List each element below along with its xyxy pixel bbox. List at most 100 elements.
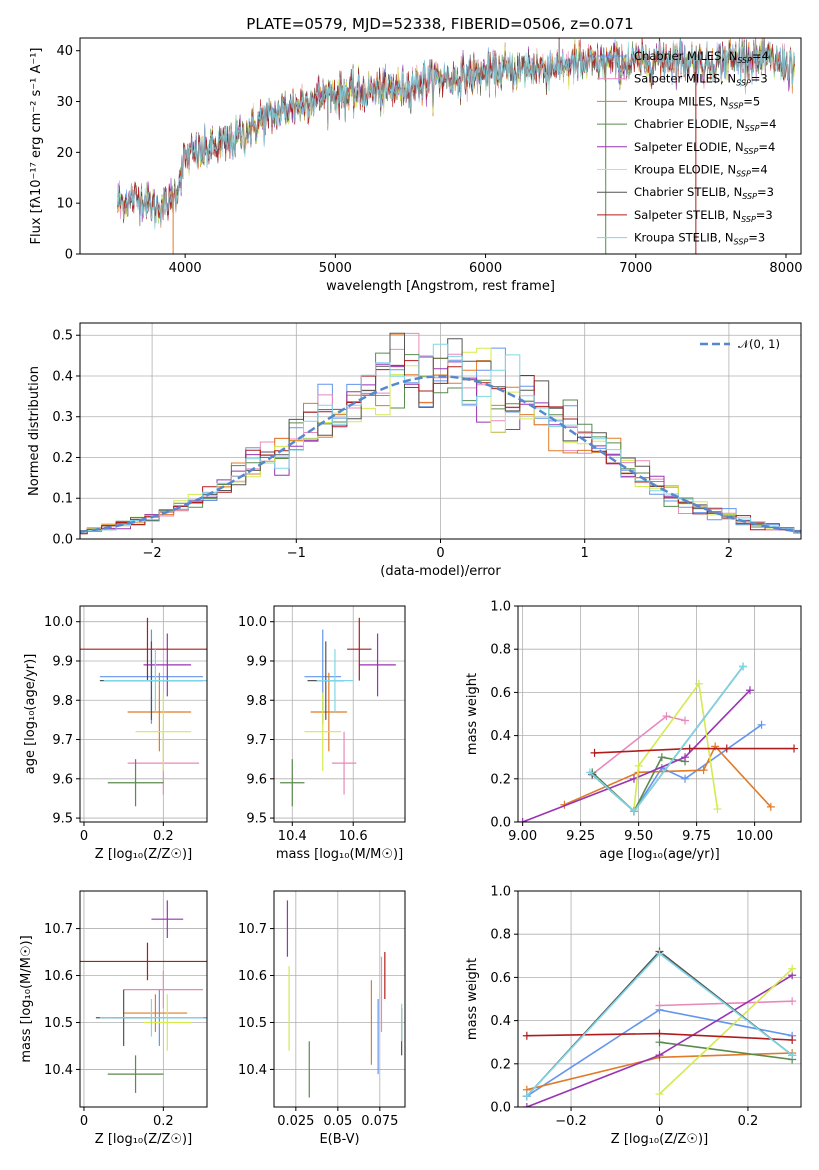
weight-marker — [685, 744, 694, 753]
y-tick-label: 10.0 — [238, 615, 267, 630]
weight-series — [658, 968, 793, 1095]
y-tick-label: 0.0 — [490, 1101, 511, 1116]
y-tick-label: 9.7 — [52, 733, 73, 748]
y-tick-label: 20 — [56, 146, 73, 161]
x-tick-label: 4000 — [169, 261, 202, 276]
x-tick-label: 0.075 — [361, 1114, 398, 1129]
weight-marker — [657, 753, 666, 762]
y-tick-label: 0 — [65, 248, 73, 263]
x-tick-label: −1 — [287, 546, 306, 561]
plot-area — [80, 332, 801, 535]
weight-marker — [655, 1090, 664, 1099]
x-axis-label: (data-model)/error — [380, 564, 501, 579]
x-tick-label: −0.2 — [555, 1114, 587, 1129]
axes-weight-vs-age: 9.00 9.25 9.50 9.75 10.00 0.0 0.2 0.4 0.6 0.8 1.0 a… — [465, 600, 802, 862]
x-axis-label: Z [log₁₀(Z/Z☉)] — [95, 847, 192, 862]
weight-marker — [522, 1092, 531, 1101]
weight-marker — [681, 716, 690, 725]
plot-area — [80, 900, 207, 1093]
y-tick-label: 40 — [56, 44, 73, 59]
legend-entry: Chabrier MILES, NSSP=4 — [634, 49, 769, 65]
weight-marker — [655, 949, 664, 958]
y-tick-label: 10.6 — [44, 969, 73, 984]
axes-age-vs-Z: 0 0.2 9.5 9.6 9.7 9.8 9.9 10.0 Z [log₁₀(Z/Z☉)] ag… — [23, 605, 208, 862]
weight-marker — [522, 1031, 531, 1040]
y-tick-label: 0.2 — [490, 1057, 511, 1072]
x-tick-label: 9.75 — [682, 829, 711, 844]
weight-series — [589, 666, 744, 813]
y-tick-label: 1.0 — [490, 600, 511, 615]
y-axis-label: Flux [fλ10⁻¹⁷ erg cm⁻² s⁻¹ A⁻¹] — [29, 48, 44, 245]
y-tick-label: 0.3 — [52, 410, 73, 425]
legend: Chabrier MILES, NSSP=4 Salpeter MILES, NS… — [597, 49, 776, 247]
legend-entry: Chabrier ELODIE, NSSP=4 — [634, 117, 776, 133]
weight-marker — [655, 1051, 664, 1060]
x-tick-label: 0.2 — [738, 1114, 759, 1129]
weight-marker — [788, 1051, 797, 1060]
legend-entry: Kroupa MILES, NSSP=5 — [634, 94, 760, 110]
weight-series — [591, 666, 744, 813]
weight-marker — [629, 807, 638, 816]
y-tick-label: 9.9 — [246, 654, 267, 669]
weight-series — [591, 724, 763, 813]
axes-frame — [273, 605, 406, 823]
y-tick-label: 10.4 — [238, 1063, 267, 1078]
y-tick-label: 10 — [56, 197, 73, 212]
plot-area — [286, 900, 403, 1098]
x-tick-label: 7000 — [619, 261, 652, 276]
weight-marker — [788, 997, 797, 1006]
x-axis-label: mass [log₁₀(M/M☉)] — [276, 847, 403, 862]
x-tick-label: 9.00 — [508, 829, 537, 844]
weight-marker — [788, 964, 797, 973]
legend-marker — [604, 52, 612, 60]
weight-marker — [790, 744, 799, 753]
x-axis-label: Z [log₁₀(Z/Z☉)] — [95, 1132, 192, 1147]
weight-marker — [655, 1038, 664, 1047]
weight-marker — [585, 768, 594, 777]
weight-marker — [694, 679, 703, 688]
y-tick-label: 9.5 — [246, 812, 267, 827]
y-tick-label: 9.8 — [246, 694, 267, 709]
plot-area — [280, 617, 396, 807]
y-axis-label: mass weight — [465, 673, 480, 755]
x-tick-label: 2 — [725, 546, 733, 561]
weight-series — [594, 747, 794, 754]
axes-frame — [517, 605, 802, 823]
x-tick-label: 0.025 — [277, 1114, 314, 1129]
y-tick-label: 9.6 — [246, 772, 267, 787]
axes-mass-vs-ebv: 0.025 0.05 0.075 10.4 10.5 10.6 10.7 E(B-V) — [238, 890, 406, 1147]
x-tick-label: 0.2 — [153, 829, 174, 844]
y-tick-label: 9.7 — [246, 733, 267, 748]
weight-marker — [745, 686, 754, 695]
axes-frame — [273, 890, 406, 1108]
y-tick-label: 9.8 — [52, 694, 73, 709]
axes-frame — [79, 605, 208, 823]
weight-marker — [739, 662, 748, 671]
y-axis-label: age [log₁₀(age/yr)] — [23, 654, 38, 775]
legend-entry: Kroupa STELIB, NSSP=3 — [634, 231, 765, 247]
weight-series — [633, 681, 719, 810]
x-tick-label: 8000 — [769, 261, 802, 276]
y-tick-label: 0.2 — [52, 451, 73, 466]
y-axis-label: mass [log₁₀(M/M☉)] — [19, 935, 34, 1062]
x-tick-label: −2 — [143, 546, 162, 561]
x-tick-label: 0 — [436, 546, 444, 561]
x-tick-label: 10.6 — [339, 829, 368, 844]
weight-marker — [522, 1103, 531, 1107]
weight-marker — [757, 720, 766, 729]
weight-series — [522, 689, 751, 822]
y-tick-label: 9.5 — [52, 812, 73, 827]
weight-marker — [699, 766, 708, 775]
x-axis-label: E(B-V) — [319, 1132, 359, 1147]
y-tick-label: 10.0 — [44, 615, 73, 630]
legend-entry: Chabrier STELIB, NSSP=3 — [634, 185, 774, 201]
y-tick-label: 10.5 — [44, 1016, 73, 1031]
weight-marker — [518, 818, 527, 822]
spectrum-line — [117, 38, 796, 230]
y-tick-label: 0.1 — [52, 492, 73, 507]
y-tick-label: 10.5 — [238, 1016, 267, 1031]
y-tick-label: 10.7 — [238, 922, 267, 937]
y-axis-label: mass weight — [465, 958, 480, 1040]
weight-marker — [655, 1029, 664, 1038]
y-tick-label: 0.6 — [490, 686, 511, 701]
